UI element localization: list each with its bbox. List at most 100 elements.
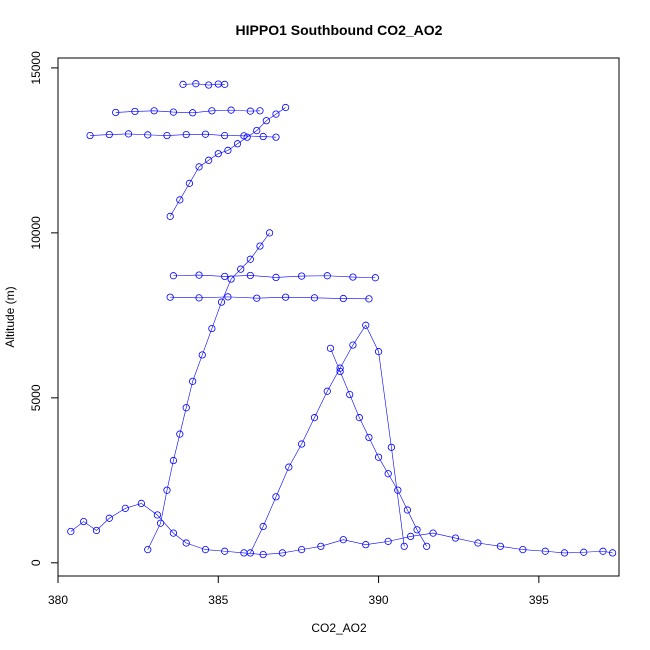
- data-point: [92, 526, 101, 535]
- data-point: [156, 519, 165, 527]
- y-tick-label: 10000: [29, 216, 43, 250]
- data-point: [362, 321, 370, 329]
- data-point: [384, 470, 392, 478]
- data-point: [451, 534, 460, 542]
- data-point: [195, 271, 203, 279]
- data-point: [205, 156, 213, 164]
- data-point: [326, 344, 335, 352]
- data-series: [169, 271, 379, 282]
- data-point: [253, 294, 261, 302]
- data-point: [208, 107, 216, 115]
- series-line: [330, 348, 427, 547]
- data-point: [233, 140, 242, 148]
- data-point: [253, 126, 261, 135]
- data-point: [144, 546, 152, 554]
- data-point: [137, 499, 145, 508]
- series-line: [90, 133, 277, 138]
- data-point: [153, 511, 161, 519]
- data-point: [371, 274, 379, 282]
- data-point: [374, 453, 383, 461]
- data-point: [124, 130, 133, 138]
- data-point: [272, 273, 280, 282]
- data-point: [80, 517, 88, 526]
- data-point: [224, 293, 232, 301]
- data-point: [519, 546, 527, 554]
- data-point: [282, 293, 290, 301]
- x-axis: 380 385 390 395: [48, 575, 549, 607]
- data-point: [185, 179, 194, 187]
- data-point: [298, 272, 306, 280]
- data-point: [310, 294, 319, 302]
- data-point: [323, 272, 331, 280]
- data-point: [384, 537, 392, 545]
- data-point: [112, 108, 120, 117]
- data-point: [166, 212, 174, 220]
- data-series: [179, 80, 229, 89]
- data-point: [374, 348, 383, 356]
- data-point: [221, 131, 229, 140]
- data-point: [144, 131, 152, 139]
- data-point: [163, 486, 171, 494]
- data-point: [346, 390, 354, 399]
- series-line: [115, 109, 260, 114]
- y-tick-label: 5000: [29, 384, 43, 411]
- data-point: [407, 532, 415, 541]
- data-point: [278, 549, 286, 557]
- data-point: [365, 433, 373, 442]
- data-point: [169, 108, 178, 116]
- series-line: [183, 83, 225, 86]
- data-series: [326, 344, 431, 550]
- data-point: [413, 526, 421, 534]
- x-axis-label: CO2_AO2: [311, 621, 367, 635]
- data-point: [541, 547, 549, 555]
- x-tick-label: 390: [369, 593, 389, 607]
- series-layer: [67, 80, 617, 559]
- plot-area-frame: [57, 57, 620, 577]
- data-point: [400, 542, 408, 550]
- data-point: [310, 414, 319, 422]
- data-series: [112, 106, 264, 117]
- data-series: [67, 499, 617, 559]
- data-series: [166, 293, 373, 303]
- data-point: [176, 430, 184, 438]
- data-point: [214, 150, 222, 158]
- data-point: [387, 443, 395, 451]
- data-point: [205, 81, 213, 89]
- data-point: [298, 546, 306, 554]
- data-point: [86, 131, 94, 140]
- y-axis-label: Altitude (m): [3, 286, 17, 347]
- data-point: [67, 527, 75, 536]
- data-point: [394, 486, 402, 494]
- data-point: [179, 80, 187, 88]
- data-point: [282, 103, 290, 112]
- data-point: [423, 542, 431, 550]
- data-point: [365, 295, 373, 303]
- x-tick-label: 385: [208, 593, 228, 607]
- data-point: [208, 324, 216, 333]
- data-point: [349, 341, 357, 349]
- data-point: [474, 539, 482, 547]
- data-point: [217, 298, 226, 306]
- data-point: [317, 542, 325, 550]
- data-point: [150, 107, 158, 115]
- data-point: [227, 106, 235, 114]
- data-point: [323, 387, 331, 395]
- data-point: [221, 80, 229, 88]
- data-point: [246, 255, 254, 263]
- data-point: [298, 440, 306, 448]
- data-point: [246, 107, 254, 115]
- data-point: [195, 163, 203, 171]
- data-point: [166, 293, 174, 301]
- data-point: [189, 377, 197, 385]
- data-point: [195, 294, 203, 302]
- data-point: [201, 130, 210, 138]
- data-point: [429, 529, 437, 537]
- data-point: [182, 539, 190, 547]
- data-point: [201, 546, 210, 554]
- data-point: [580, 548, 588, 556]
- data-point: [336, 367, 344, 376]
- data-series: [166, 103, 290, 220]
- data-point: [362, 541, 370, 549]
